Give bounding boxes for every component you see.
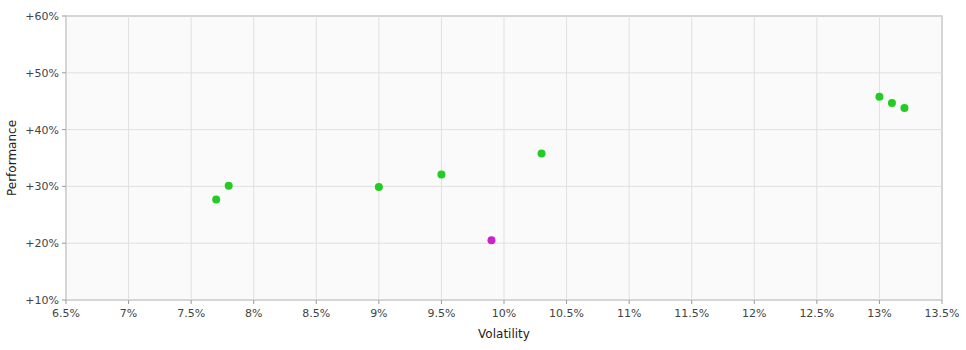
x-tick bbox=[816, 300, 817, 304]
x-tick bbox=[566, 300, 567, 304]
x-tick-label: 8% bbox=[245, 307, 262, 320]
point bbox=[900, 104, 908, 112]
point bbox=[225, 182, 233, 190]
x-grid-line bbox=[316, 16, 317, 300]
y-tick bbox=[62, 129, 66, 130]
chart-container: 6.5% 7% 7.5% 8% 8.5% 9% 9.5% 10% 10.5% 11% 11.5% 12… bbox=[0, 0, 966, 350]
point bbox=[875, 93, 883, 101]
points bbox=[212, 93, 908, 245]
x-grid-line bbox=[566, 16, 567, 300]
y-tick-label: +30% bbox=[25, 180, 59, 193]
x-tick bbox=[504, 300, 505, 304]
x-tick-label: 10% bbox=[492, 307, 516, 320]
point bbox=[437, 170, 445, 178]
x-tick-label: 8.5% bbox=[302, 307, 330, 320]
x-tick bbox=[378, 300, 379, 304]
x-tick bbox=[253, 300, 254, 304]
series bbox=[487, 236, 495, 244]
y-tick bbox=[62, 16, 66, 17]
x-tick bbox=[191, 300, 192, 304]
y-tick bbox=[62, 300, 66, 301]
y-grid-line bbox=[66, 243, 942, 244]
axes: 6.5% 7% 7.5% 8% 8.5% 9% 9.5% 10% 10.5% 11% 11.5% 12… bbox=[25, 10, 959, 320]
grid bbox=[66, 16, 942, 300]
x-tick bbox=[441, 300, 442, 304]
x-tick-label: 7.5% bbox=[177, 307, 205, 320]
x-grid-line bbox=[504, 16, 505, 300]
y-grid-line bbox=[66, 186, 942, 187]
x-grid-line bbox=[691, 16, 692, 300]
y-tick-label: +10% bbox=[25, 294, 59, 307]
x-tick-label: 10.5% bbox=[549, 307, 584, 320]
x-grid-line bbox=[66, 16, 67, 300]
x-tick-label: 11% bbox=[617, 307, 641, 320]
y-grid-line bbox=[66, 72, 942, 73]
x-tick-label: 6.5% bbox=[52, 307, 80, 320]
y-grid-line bbox=[66, 129, 942, 130]
point bbox=[487, 236, 495, 244]
y-tick-label: +60% bbox=[25, 10, 59, 23]
y-tick bbox=[62, 186, 66, 187]
x-tick bbox=[691, 300, 692, 304]
x-grid-line bbox=[942, 16, 943, 300]
x-grid-line bbox=[754, 16, 755, 300]
chart: 6.5% 7% 7.5% 8% 8.5% 9% 9.5% 10% 10.5% 11% 11.5% 12… bbox=[0, 0, 966, 350]
series bbox=[212, 93, 908, 204]
point bbox=[538, 149, 546, 157]
x-tick bbox=[879, 300, 880, 304]
y-tick-label: +20% bbox=[25, 237, 59, 250]
x-tick bbox=[942, 300, 943, 304]
point bbox=[375, 183, 383, 191]
x-grid-line bbox=[378, 16, 379, 300]
x-tick-label: 12% bbox=[742, 307, 766, 320]
x-tick bbox=[316, 300, 317, 304]
x-tick-label: 9% bbox=[370, 307, 387, 320]
x-axis-label: Volatility bbox=[478, 327, 530, 341]
point bbox=[888, 99, 896, 107]
x-tick-label: 13% bbox=[867, 307, 891, 320]
x-tick bbox=[66, 300, 67, 304]
y-tick-label: +40% bbox=[25, 124, 59, 137]
x-tick-label: 12.5% bbox=[799, 307, 834, 320]
x-tick bbox=[754, 300, 755, 304]
point bbox=[212, 195, 220, 203]
y-tick bbox=[62, 243, 66, 244]
y-grid-line bbox=[66, 16, 942, 17]
plot-frame bbox=[66, 16, 942, 300]
x-tick bbox=[629, 300, 630, 304]
y-axis-label: Performance bbox=[5, 120, 19, 196]
x-grid-line bbox=[629, 16, 630, 300]
x-tick bbox=[128, 300, 129, 304]
y-tick-label: +50% bbox=[25, 67, 59, 80]
x-tick-label: 13.5% bbox=[925, 307, 960, 320]
x-grid-line bbox=[253, 16, 254, 300]
x-grid-line bbox=[191, 16, 192, 300]
x-tick-label: 9.5% bbox=[427, 307, 455, 320]
x-grid-line bbox=[128, 16, 129, 300]
y-tick bbox=[62, 72, 66, 73]
x-grid-line bbox=[816, 16, 817, 300]
x-grid-line bbox=[441, 16, 442, 300]
x-grid-line bbox=[879, 16, 880, 300]
x-tick-label: 11.5% bbox=[674, 307, 709, 320]
x-tick-label: 7% bbox=[120, 307, 137, 320]
